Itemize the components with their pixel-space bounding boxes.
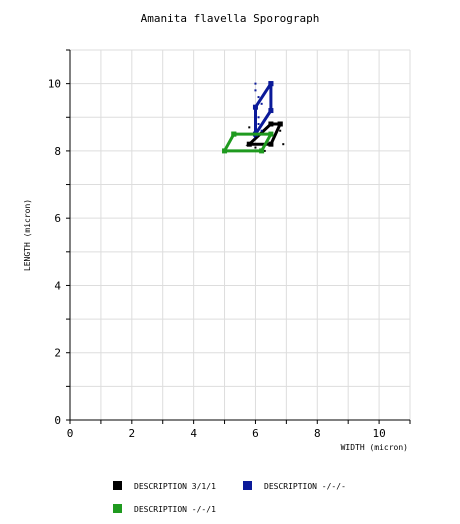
vertex-marker — [252, 104, 258, 110]
vertex-marker — [222, 148, 228, 154]
x-tick-label: 4 — [190, 427, 197, 440]
grid — [70, 49, 411, 420]
x-axis-label: WIDTH (micron) — [341, 443, 408, 452]
legend-label: DESCRIPTION -/-/- — [264, 482, 346, 491]
scatter-point — [248, 126, 251, 129]
y-axis-label: LENGTH (micron) — [23, 199, 32, 271]
x-tick-label: 0 — [67, 427, 74, 440]
vertex-marker — [231, 131, 237, 137]
x-tick-label: 6 — [252, 427, 259, 440]
vertex-marker — [268, 121, 274, 127]
scatter-point — [257, 96, 260, 99]
legend-swatch — [243, 481, 252, 490]
legend-label: DESCRIPTION -/-/1 — [134, 505, 216, 514]
scatter-point — [257, 116, 260, 119]
y-tick-label: 4 — [54, 279, 61, 292]
vertex-marker — [268, 141, 274, 147]
scatter-point — [282, 143, 285, 146]
series-1 — [245, 121, 285, 152]
scatter-point — [263, 149, 266, 152]
legend-item: DESCRIPTION -/-/1 — [113, 504, 216, 514]
scatter-point — [254, 82, 257, 85]
scatter-point — [260, 102, 263, 105]
scatter-point — [257, 123, 260, 125]
vertex-marker — [268, 108, 274, 114]
tick-labels: 0 2 4 6 8 10 0 2 4 6 8 10 — [48, 78, 386, 440]
series-3 — [221, 131, 274, 154]
legend-label: DESCRIPTION 3/1/1 — [134, 482, 216, 491]
vertex-marker — [277, 121, 283, 127]
scatter-point — [254, 89, 257, 92]
legend-item: DESCRIPTION -/-/- — [243, 481, 346, 491]
scatter-point — [279, 129, 282, 132]
x-tick-label: 2 — [129, 427, 136, 440]
scatter-point — [260, 129, 263, 132]
series-2 — [252, 81, 274, 140]
scatter-point — [254, 146, 257, 149]
series-area — [221, 81, 285, 154]
y-tick-label: 0 — [54, 414, 61, 427]
vertex-marker — [268, 131, 274, 137]
axes — [66, 49, 411, 424]
vertex-marker — [259, 148, 265, 154]
legend-item: DESCRIPTION 3/1/1 — [113, 481, 216, 491]
legend: DESCRIPTION 3/1/1 DESCRIPTION -/-/- DESCRI… — [113, 481, 346, 514]
y-tick-label: 10 — [48, 78, 61, 91]
x-tick-label: 10 — [372, 427, 385, 440]
y-tick-label: 8 — [54, 145, 61, 158]
legend-swatch — [113, 481, 122, 490]
y-tick-label: 6 — [54, 212, 61, 225]
vertex-marker — [268, 81, 274, 87]
vertex-marker — [246, 141, 252, 147]
y-tick-label: 2 — [54, 347, 61, 360]
x-tick-label: 8 — [314, 427, 321, 440]
chart-title: Amanita flavella Sporograph — [141, 12, 320, 25]
legend-swatch — [113, 504, 122, 513]
